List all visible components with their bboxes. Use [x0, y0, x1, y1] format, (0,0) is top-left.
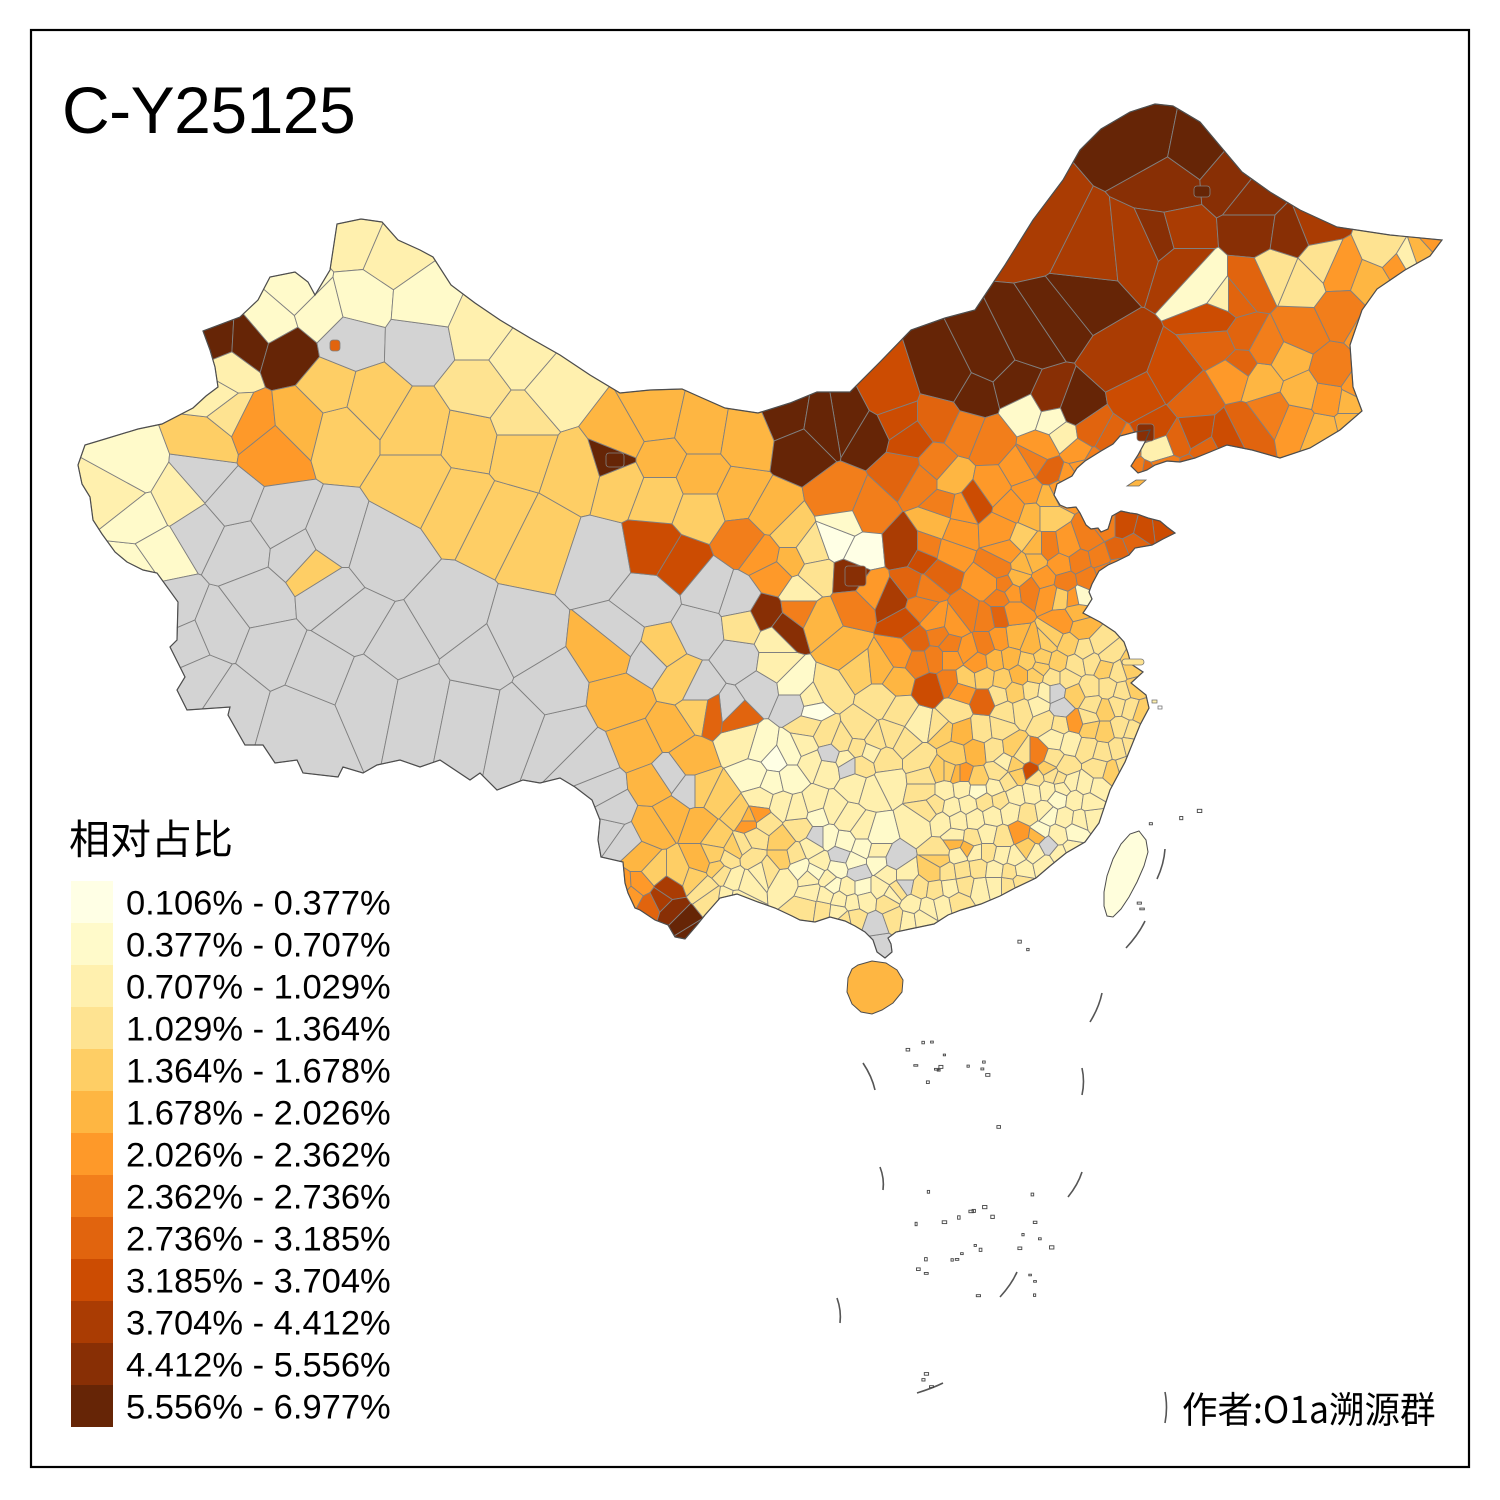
svg-text:1.029% - 1.364%: 1.029% - 1.364%	[126, 1011, 391, 1049]
svg-text:5.556% - 6.977%: 5.556% - 6.977%	[126, 1389, 391, 1427]
svg-text:0.377% - 0.707%: 0.377% - 0.707%	[126, 927, 391, 965]
svg-text:0.707% - 1.029%: 0.707% - 1.029%	[126, 969, 391, 1007]
svg-text:3.704% - 4.412%: 3.704% - 4.412%	[126, 1305, 391, 1343]
svg-text:2.026% - 2.362%: 2.026% - 2.362%	[126, 1137, 391, 1175]
svg-text:4.412% - 5.556%: 4.412% - 5.556%	[126, 1347, 391, 1385]
svg-text:2.736% - 3.185%: 2.736% - 3.185%	[126, 1221, 391, 1259]
svg-text:3.185% - 3.704%: 3.185% - 3.704%	[126, 1263, 391, 1301]
svg-text:1.678% - 2.026%: 1.678% - 2.026%	[126, 1095, 391, 1133]
svg-text:2.362% - 2.736%: 2.362% - 2.736%	[126, 1179, 391, 1217]
svg-text:C-Y25125: C-Y25125	[62, 73, 355, 147]
svg-text:1.364% - 1.678%: 1.364% - 1.678%	[126, 1053, 391, 1091]
svg-text:0.106% - 0.377%: 0.106% - 0.377%	[126, 885, 391, 923]
